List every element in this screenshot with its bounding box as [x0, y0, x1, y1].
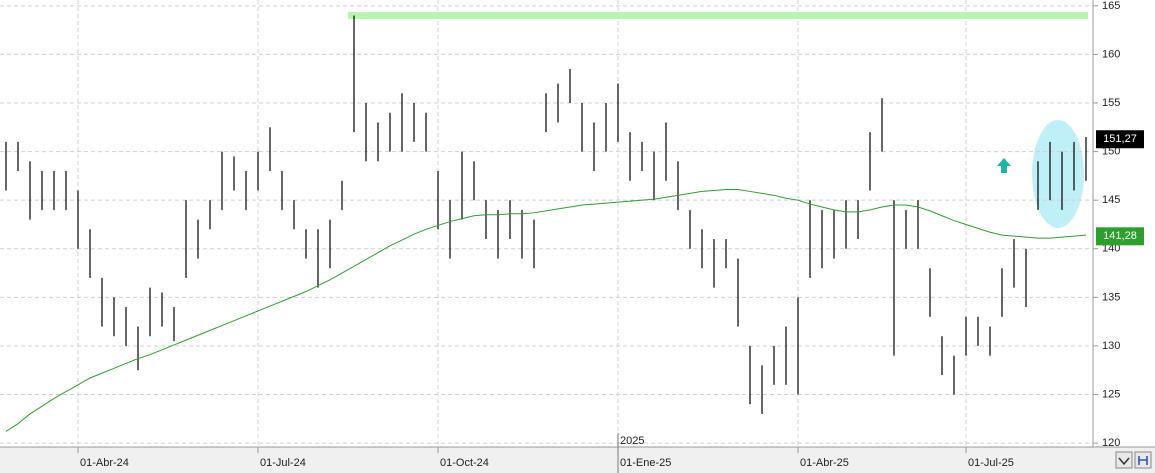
plot: 120 125 130 135 140 145 150 155 160 165 01-Abr-24 0… — [0, 0, 1120, 473]
y-tick-label: 130 — [1102, 340, 1120, 352]
x-axis-strip — [0, 447, 1155, 473]
zoom-icon — [1118, 457, 1130, 466]
y-tick-label: 155 — [1102, 97, 1120, 109]
y-tick-label: 145 — [1102, 194, 1120, 206]
ma-label-box — [1096, 227, 1144, 246]
x-tick-label: 01-Jul-25 — [968, 457, 1014, 469]
y-tick-label: 165 — [1102, 0, 1120, 12]
x-tick-label: 01-Ene-25 — [620, 457, 671, 469]
y-tick-label: 120 — [1102, 437, 1120, 449]
y-tick-label: 135 — [1102, 291, 1120, 303]
x-tick-label: 01-Abr-24 — [80, 457, 129, 469]
ma-label: 141,28 — [1103, 230, 1137, 242]
y-tick-label: 125 — [1102, 388, 1120, 400]
home-icon — [1138, 456, 1148, 465]
y-tick-label: 140 — [1102, 243, 1120, 255]
price-label: 151,27 — [1103, 133, 1137, 145]
x-tick-label: 01-Abr-25 — [800, 457, 849, 469]
x-tick-label: 01-Oct-24 — [440, 457, 489, 469]
highlight-ellipse — [1032, 120, 1084, 228]
year-marker-label: 2025 — [620, 435, 644, 447]
price-label-box — [1096, 130, 1144, 149]
zoom-button[interactable] — [1115, 451, 1133, 469]
x-tick-label: 01-Jul-24 — [260, 457, 306, 469]
up-arrow — [997, 158, 1011, 173]
resistance-band — [348, 12, 1088, 20]
y-tick-label: 150 — [1102, 145, 1120, 157]
y-tick-label: 160 — [1102, 48, 1120, 60]
moving-average — [5, 188, 1087, 432]
